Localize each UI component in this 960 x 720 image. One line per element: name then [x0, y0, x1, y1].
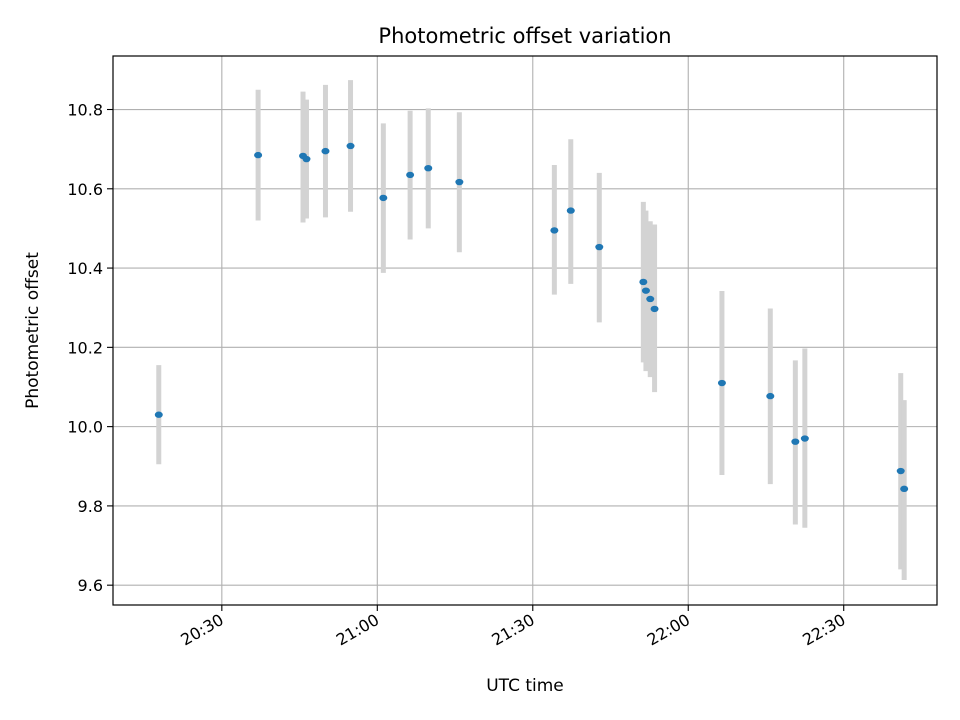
data-point [650, 305, 659, 313]
data-point [646, 295, 655, 303]
x-axis-label: UTC time [486, 676, 564, 696]
data-point [406, 171, 415, 179]
data-point [254, 151, 263, 159]
data-point [566, 207, 575, 214]
data-point [800, 435, 809, 442]
data-point [766, 392, 775, 400]
y-tick-label: 10.2 [67, 338, 103, 357]
data-point [346, 142, 355, 150]
y-tick-label: 10.6 [67, 180, 103, 199]
data-point [379, 194, 388, 202]
data-point [424, 164, 433, 172]
error-bars [156, 80, 907, 581]
y-tick-label: 10.4 [67, 259, 103, 278]
x-tick-label: 22:00 [644, 610, 693, 650]
x-tick-label: 21:30 [488, 610, 537, 650]
x-tick-label: 22:30 [799, 610, 848, 650]
data-point [717, 379, 726, 387]
chart-title: Photometric offset variation [378, 24, 671, 48]
data-point [154, 411, 163, 418]
data-point [896, 467, 905, 475]
x-tick-label: 20:30 [177, 610, 226, 650]
data-point [641, 287, 650, 294]
y-tick-label: 10.0 [67, 418, 103, 437]
data-point [639, 278, 648, 286]
data-point [791, 438, 800, 445]
x-axis-ticks: 20:30 21:00 21:30 22:00 22:30 [177, 605, 849, 650]
data-point [900, 485, 909, 493]
data-point [595, 243, 604, 251]
data-points [154, 142, 909, 493]
data-point [455, 178, 464, 186]
grid-lines [113, 56, 937, 605]
y-axis-ticks: 9.6 9.8 10.0 10.2 10.4 10.6 10.8 [67, 101, 113, 595]
y-axis-label: Photometric offset [23, 252, 43, 409]
x-tick-label: 21:00 [333, 610, 382, 650]
data-point [321, 147, 330, 155]
y-tick-label: 9.8 [78, 497, 103, 516]
data-point [302, 155, 311, 163]
data-point [550, 227, 559, 234]
y-tick-label: 10.8 [67, 101, 103, 120]
y-tick-label: 9.6 [78, 576, 103, 595]
plot-frame [112, 55, 938, 606]
